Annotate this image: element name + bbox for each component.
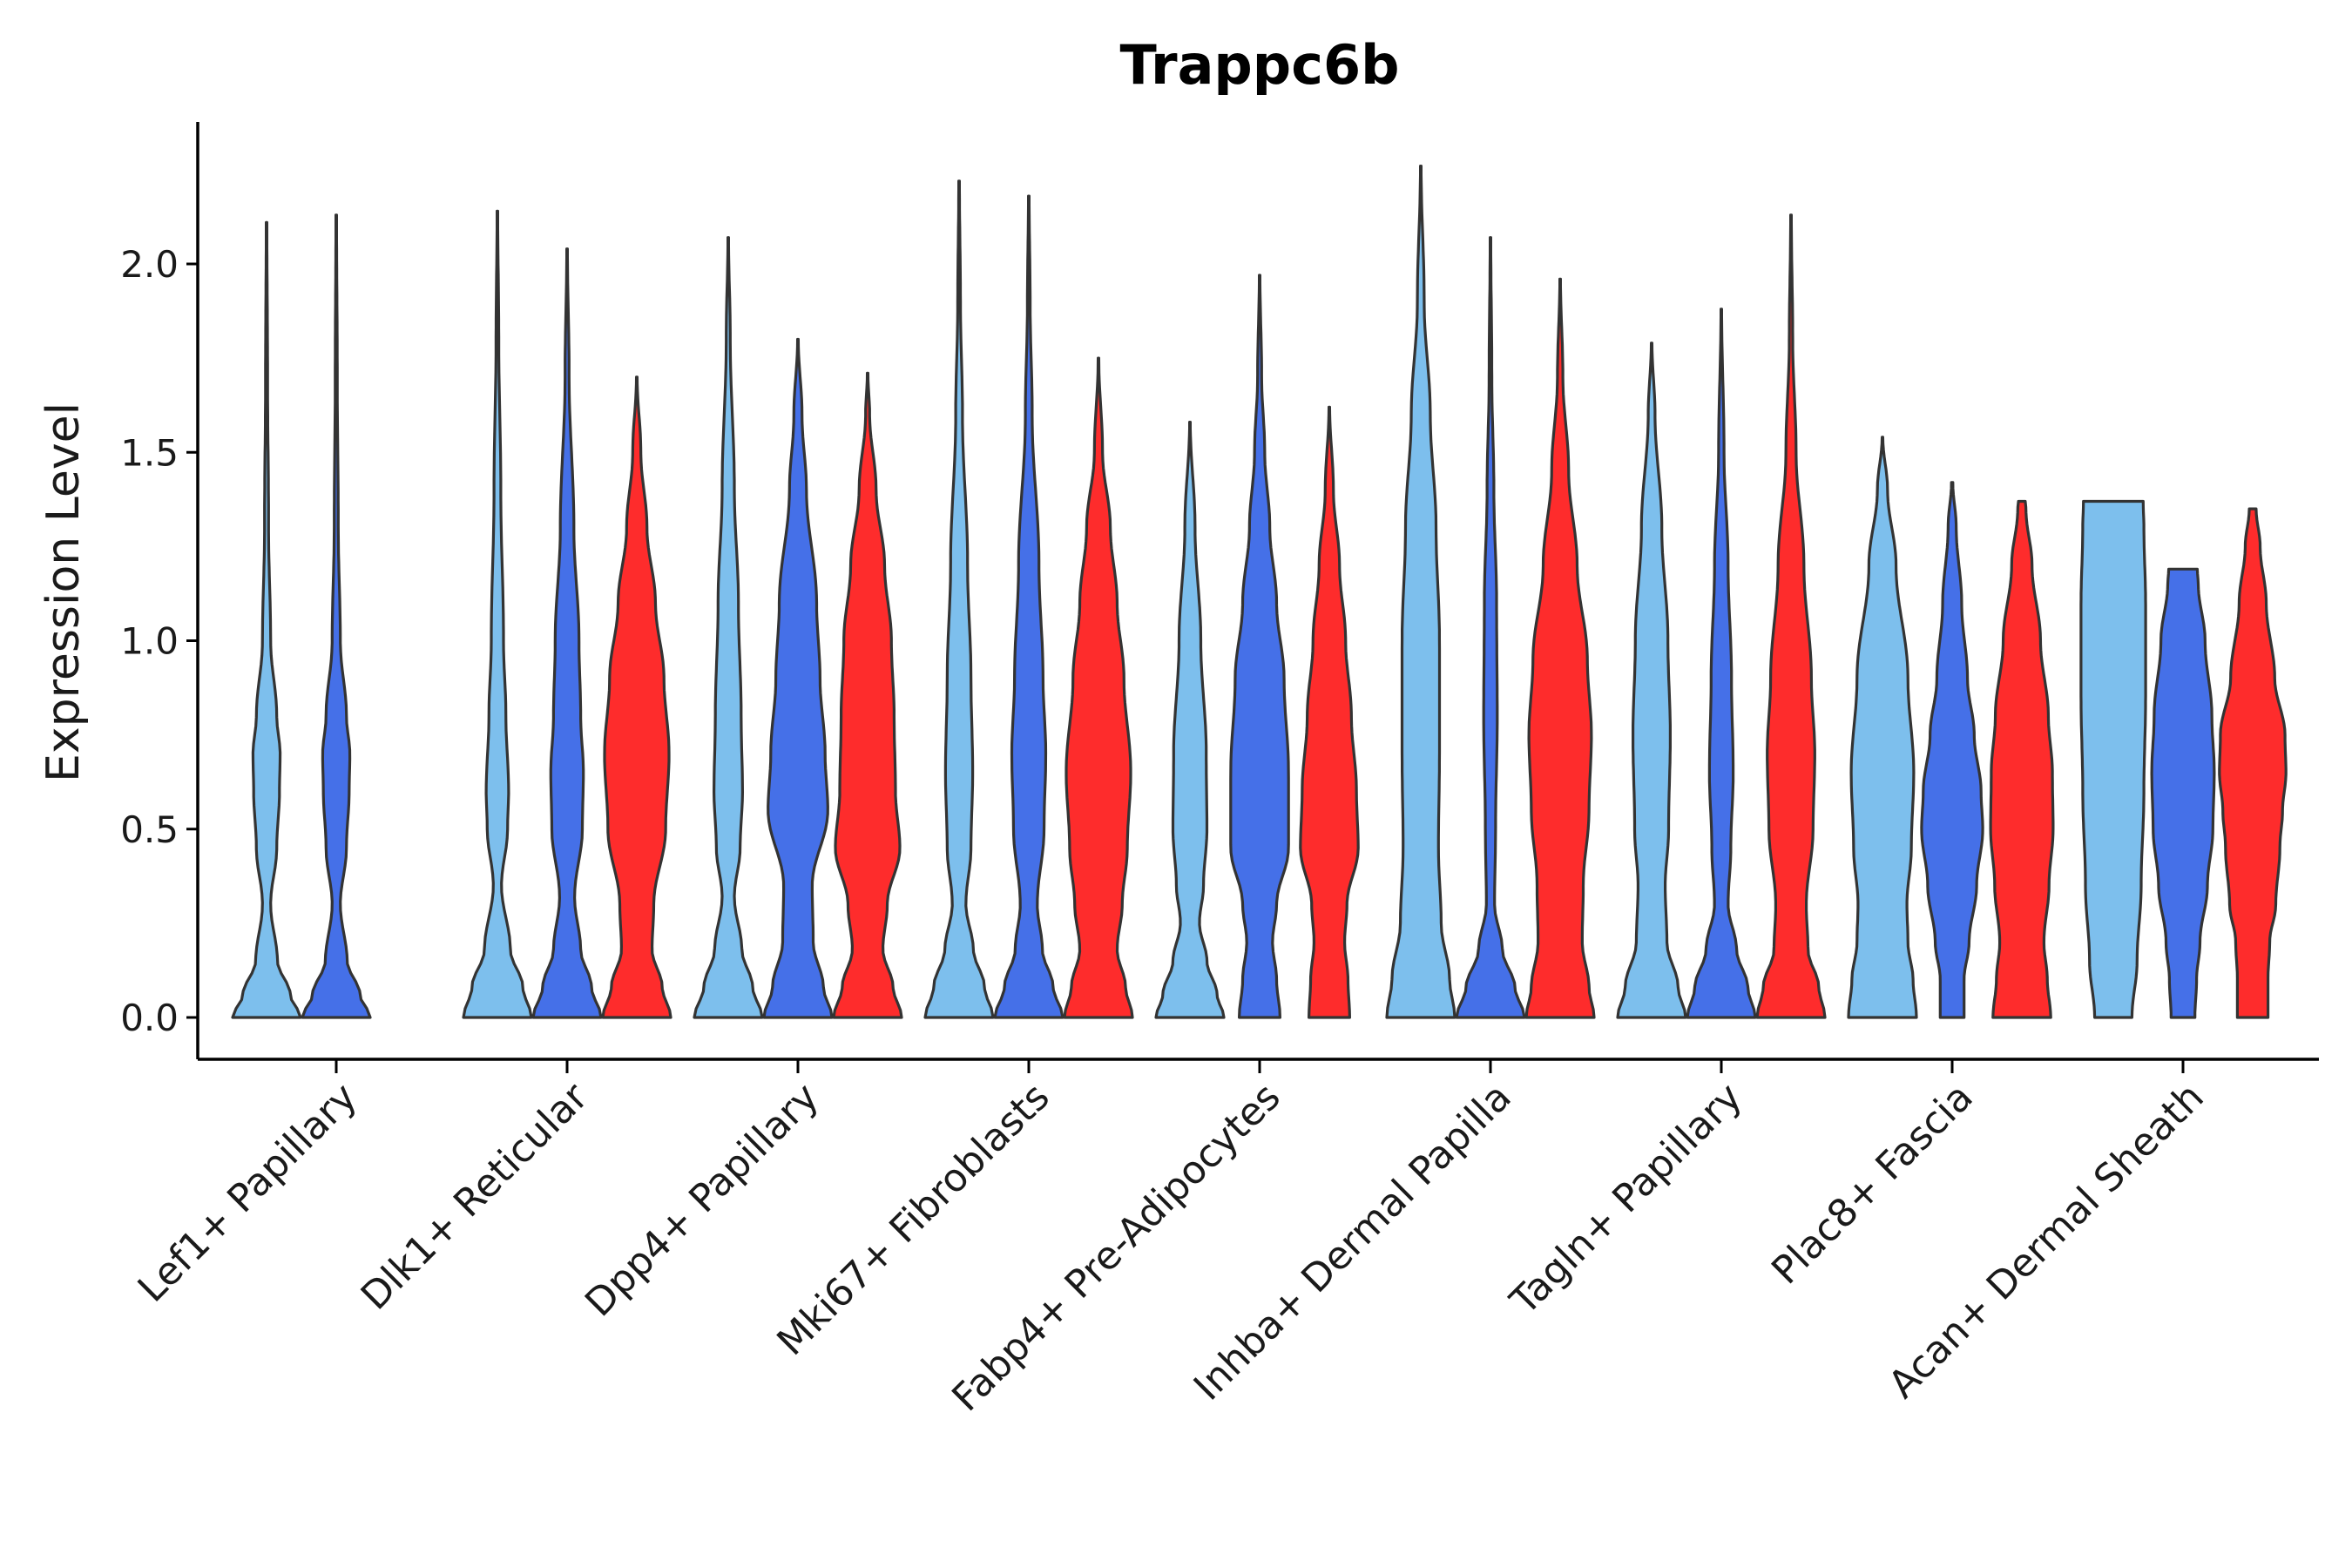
violin-3 (832, 371, 903, 1019)
y-tick-label: 1.0 (120, 620, 179, 663)
violin-3 (601, 375, 672, 1019)
violin-1 (2079, 499, 2147, 1019)
violin-1 (1616, 341, 1687, 1019)
violin-2 (1455, 236, 1526, 1019)
violin-3 (1989, 499, 2055, 1019)
y-axis-ticks: 0.0 0.5 1.0 1.5 2.0 (120, 243, 198, 1039)
x-tick-label: Dlk1+ Reticular (353, 1074, 598, 1319)
violin-1 (1847, 436, 1918, 1019)
y-axis-label: Expression Level (37, 402, 90, 782)
violin-1 (231, 220, 302, 1019)
violin-2 (2150, 567, 2216, 1019)
violin-1 (923, 179, 995, 1019)
violin-3 (1299, 405, 1360, 1019)
violin-3 (1524, 277, 1596, 1019)
violin-3 (1063, 356, 1134, 1019)
chart-title: Trappc6b (1120, 33, 1400, 97)
violin-1 (462, 209, 533, 1019)
x-tick-label: Lef1+ Papillary (130, 1075, 366, 1311)
violin-2 (993, 194, 1064, 1019)
violin-2 (1229, 274, 1290, 1019)
violin-2 (531, 247, 603, 1019)
violin-2 (1920, 481, 1984, 1019)
y-tick-label: 2.0 (120, 243, 179, 286)
violin-1 (693, 236, 764, 1019)
violin-2 (1686, 308, 1757, 1019)
violin-1 (1385, 165, 1456, 1019)
x-tick-label: Tagln+ Papillary (1502, 1075, 1751, 1324)
y-tick-label: 1.5 (120, 431, 179, 474)
violin-2 (762, 337, 834, 1019)
violin-layer (231, 165, 2288, 1019)
violin-3 (1755, 213, 1827, 1019)
x-tick-label: Dpp4+ Papillary (577, 1075, 828, 1326)
violin-2 (301, 213, 372, 1019)
violin-3 (2218, 507, 2288, 1019)
x-tick-label: Plac8+ Fascia (1763, 1075, 1982, 1294)
y-tick-label: 0.5 (120, 808, 179, 851)
y-tick-label: 0.0 (120, 997, 179, 1039)
violin-1 (1154, 421, 1226, 1019)
